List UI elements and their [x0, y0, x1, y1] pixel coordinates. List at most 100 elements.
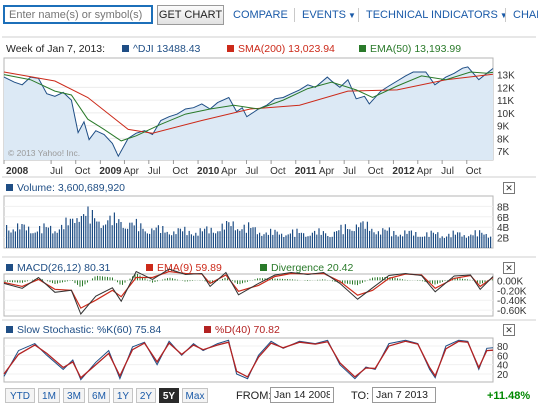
price-area — [4, 66, 493, 160]
y-tick-label: 12K — [497, 83, 515, 94]
range-button-ytd[interactable]: YTD — [5, 388, 35, 403]
volume-bar — [364, 228, 366, 248]
x-tick-label: Apr — [221, 166, 237, 177]
range-button-3m[interactable]: 3M — [63, 388, 85, 403]
volume-bar — [168, 234, 170, 248]
volume-bar — [87, 206, 89, 248]
volume-bar — [391, 236, 393, 248]
series-swatch — [6, 326, 13, 333]
volume-bar — [281, 233, 283, 248]
volume-bar — [72, 218, 74, 248]
volume-bar — [283, 237, 285, 248]
volume-bar — [349, 229, 351, 248]
volume-bar — [472, 235, 474, 248]
range-button-2y[interactable]: 2Y — [136, 388, 156, 403]
get-chart-button[interactable]: GET CHART — [157, 5, 224, 25]
dji-value: ^DJI 13488.43 — [133, 43, 201, 55]
volume-bar — [199, 228, 201, 248]
volume-bar — [14, 231, 16, 248]
y-tick-label: 8K — [497, 134, 510, 145]
divider — [294, 8, 295, 22]
volume-bar — [371, 228, 373, 248]
macd-ema-label: EMA(9) 59.89 — [157, 262, 222, 274]
to-date-input[interactable] — [372, 387, 436, 403]
volume-bar — [94, 218, 96, 248]
y-tick-label: -0.20K — [497, 286, 527, 297]
range-button-1y[interactable]: 1Y — [113, 388, 133, 403]
legend-sma[interactable]: SMA(200) 13,023.94 — [227, 43, 335, 55]
range-button-1m[interactable]: 1M — [38, 388, 60, 403]
y-tick-label: 9K — [497, 122, 510, 133]
volume-bar — [276, 231, 278, 248]
volume-bar — [96, 221, 98, 248]
x-tick-label: Oct — [172, 166, 188, 177]
series-swatch — [359, 45, 366, 52]
macd-label: MACD(26,12) 80.31 — [17, 262, 111, 274]
volume-bar — [50, 225, 52, 248]
volume-bar — [204, 228, 206, 248]
volume-bar — [375, 234, 377, 248]
volume-bar — [336, 231, 338, 248]
volume-bar — [404, 230, 406, 248]
events-label: EVENTS — [302, 9, 347, 21]
x-tick-label: 2009 — [99, 166, 122, 177]
volume-bar — [410, 230, 412, 248]
volume-bar — [111, 225, 113, 248]
y-tick-label: 80 — [497, 342, 509, 353]
x-tick-label: Oct — [368, 166, 384, 177]
y-tick-label: -0.60K — [497, 306, 527, 317]
compare-link[interactable]: COMPARE — [233, 9, 288, 21]
close-macd-panel-button[interactable]: ✕ — [503, 262, 515, 274]
x-tick-label: 2010 — [197, 166, 220, 177]
volume-bar — [206, 226, 208, 248]
volume-bar — [351, 230, 353, 248]
x-tick-label: Apr — [123, 166, 139, 177]
series-swatch — [6, 264, 13, 271]
technical-indicators-menu[interactable]: TECHNICAL INDICATORS ▼ — [366, 9, 508, 21]
from-date-input[interactable] — [270, 387, 334, 403]
y-tick-label: 2B — [497, 234, 510, 245]
volume-bar — [153, 230, 155, 248]
events-menu[interactable]: EVENTS ▼ — [302, 9, 356, 21]
volume-bar — [329, 237, 331, 248]
volume-bar — [179, 228, 181, 248]
volume-bar — [120, 222, 122, 248]
y-tick-label: 4B — [497, 223, 510, 234]
volume-bar — [358, 227, 360, 248]
series-swatch — [6, 184, 13, 191]
volume-bar — [362, 221, 364, 248]
y-tick-label: 40 — [497, 361, 509, 372]
series-swatch — [260, 264, 267, 271]
volume-bar — [19, 229, 21, 248]
volume-bar — [144, 231, 146, 248]
volume-bar — [369, 230, 371, 248]
volume-bar — [241, 229, 243, 248]
chart-settings-link[interactable]: CHAF — [513, 9, 538, 21]
volume-bar — [435, 234, 437, 248]
close-volume-panel-button[interactable]: ✕ — [503, 182, 515, 194]
y-tick-label: 8B — [497, 202, 510, 213]
range-button-max[interactable]: Max — [182, 388, 208, 403]
stoch-d-line — [3, 340, 494, 379]
volume-bar — [215, 233, 217, 248]
volume-bar — [463, 235, 465, 248]
volume-bar — [424, 236, 426, 248]
volume-bar — [74, 223, 76, 248]
volume-bar — [80, 216, 82, 248]
range-button-5y[interactable]: 5Y — [159, 388, 179, 403]
volume-bar — [292, 229, 294, 248]
x-tick-label: Jul — [343, 166, 356, 177]
volume-bar — [129, 222, 131, 248]
x-tick-label: Oct — [270, 166, 286, 177]
volume-bar — [91, 210, 93, 248]
legend-dji[interactable]: ^DJI 13488.43 — [122, 43, 200, 55]
close-stochastic-panel-button[interactable]: ✕ — [503, 324, 515, 336]
volume-bar — [248, 222, 250, 248]
range-button-6m[interactable]: 6M — [88, 388, 110, 403]
volume-bar — [100, 228, 102, 248]
legend-ema[interactable]: EMA(50) 13,193.99 — [359, 43, 461, 55]
volume-bar — [217, 231, 219, 248]
x-tick-label: Jul — [50, 166, 63, 177]
symbol-search-input[interactable] — [3, 5, 153, 24]
